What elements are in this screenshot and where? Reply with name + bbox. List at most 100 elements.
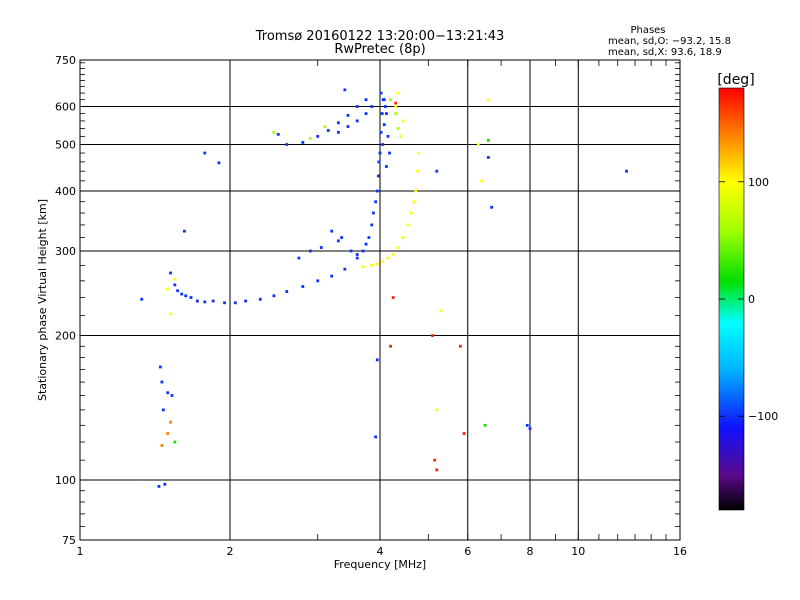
data-point xyxy=(435,468,439,472)
data-point xyxy=(528,427,532,430)
data-point xyxy=(399,134,403,138)
data-point xyxy=(439,309,443,313)
y-axis-label: Stationary phase Virtual Height [km] xyxy=(36,199,49,401)
data-point xyxy=(355,253,359,256)
data-point xyxy=(343,88,347,92)
data-point xyxy=(330,274,334,278)
data-point xyxy=(166,287,170,291)
data-point xyxy=(486,138,490,142)
data-point xyxy=(386,256,390,260)
data-point xyxy=(173,283,177,287)
data-point xyxy=(285,290,289,293)
data-point xyxy=(258,297,262,301)
data-point xyxy=(377,160,381,164)
data-point xyxy=(381,143,385,146)
data-point xyxy=(355,105,359,108)
data-point xyxy=(272,130,276,134)
y-tick-label: 100 xyxy=(55,474,76,487)
data-point xyxy=(394,112,398,115)
data-point xyxy=(379,91,383,95)
chart-title: Tromsø 20160122 13:20:00−13:21:43 xyxy=(255,29,505,44)
data-point xyxy=(380,112,384,115)
data-point xyxy=(370,105,374,108)
data-point xyxy=(386,134,390,138)
colorbar-ticks: 100 0 −100 xyxy=(719,176,778,423)
data-point xyxy=(336,130,340,134)
data-point xyxy=(326,129,330,132)
colorbar-tick-label: 100 xyxy=(748,176,769,189)
data-point xyxy=(166,391,170,395)
data-point xyxy=(486,98,490,102)
data-point xyxy=(375,358,379,362)
data-point xyxy=(459,344,462,348)
data-point xyxy=(367,236,371,239)
data-point xyxy=(406,223,410,227)
data-point xyxy=(476,143,480,146)
phases-heading: Phases xyxy=(630,25,665,36)
data-point xyxy=(323,125,327,128)
data-point xyxy=(160,380,164,384)
data-point xyxy=(217,161,221,165)
data-point xyxy=(394,105,398,108)
data-point xyxy=(391,253,395,256)
data-point xyxy=(416,169,420,173)
colorbar-tick-label: −100 xyxy=(748,410,778,423)
data-point xyxy=(346,113,350,117)
data-point xyxy=(160,444,164,447)
colorbar-label: [deg] xyxy=(717,72,754,88)
data-point xyxy=(361,265,365,269)
data-point xyxy=(480,179,484,183)
data-point xyxy=(401,119,405,123)
x-tick-label: 4 xyxy=(377,545,384,558)
data-point xyxy=(412,200,416,204)
data-point xyxy=(483,423,487,427)
data-point xyxy=(376,174,380,178)
y-tick-label: 400 xyxy=(55,185,76,198)
data-point xyxy=(401,236,405,239)
data-point xyxy=(316,279,320,283)
data-point xyxy=(233,301,237,305)
data-point xyxy=(462,432,466,435)
data-point xyxy=(346,125,350,128)
data-point xyxy=(375,262,379,266)
data-point xyxy=(203,300,207,304)
x-axis-label: Frequency [MHz] xyxy=(334,558,426,571)
data-point xyxy=(349,249,353,253)
data-point xyxy=(435,408,439,412)
data-point xyxy=(525,423,529,427)
data-point xyxy=(381,260,385,264)
chart-subtitle: RwPretec (8p) xyxy=(334,42,425,57)
data-point xyxy=(355,119,359,123)
data-point xyxy=(189,296,193,299)
data-point xyxy=(211,299,215,303)
data-point xyxy=(370,263,374,267)
data-point xyxy=(309,136,312,140)
data-point xyxy=(203,151,207,155)
data-point xyxy=(309,249,312,253)
data-point xyxy=(140,297,144,301)
data-point xyxy=(343,267,347,271)
y-tick-label: 300 xyxy=(55,245,76,258)
data-point xyxy=(161,408,165,412)
data-point xyxy=(486,156,490,159)
data-point xyxy=(370,223,374,227)
data-point xyxy=(384,112,388,115)
data-point xyxy=(396,246,400,249)
phases-o-line: mean, sd,O: −93.2, 15.8 xyxy=(608,36,731,47)
data-point xyxy=(173,440,177,444)
data-point xyxy=(297,256,301,260)
data-point xyxy=(180,292,184,296)
data-point xyxy=(374,435,378,439)
data-point xyxy=(276,132,280,136)
data-point xyxy=(195,299,199,303)
data-point xyxy=(378,151,382,155)
data-point xyxy=(382,123,386,127)
y-tick-label: 75 xyxy=(62,534,76,547)
data-point xyxy=(414,189,418,193)
data-point xyxy=(169,420,173,424)
data-point xyxy=(375,189,379,193)
data-point xyxy=(389,344,392,348)
data-point xyxy=(336,121,340,125)
data-point xyxy=(340,236,344,239)
data-point xyxy=(163,482,167,486)
